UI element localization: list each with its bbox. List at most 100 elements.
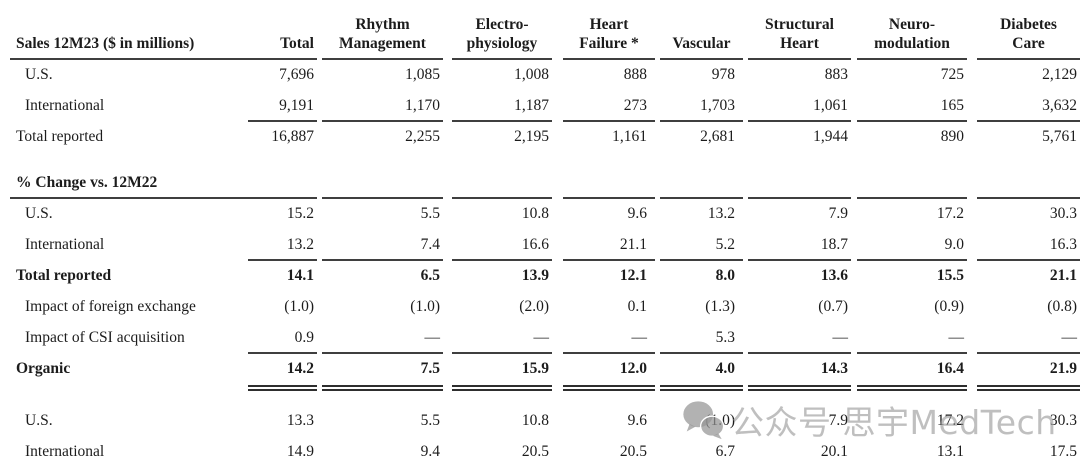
table-cell: 5.5 xyxy=(420,205,440,222)
table-cell: 7.9 xyxy=(828,205,848,222)
row-label: Impact of CSI acquisition xyxy=(25,329,185,346)
table-cell: 7.4 xyxy=(322,230,443,261)
table-cell: 30.3 xyxy=(1049,412,1077,429)
table-cell: 30.3 xyxy=(1049,205,1077,222)
table-cell: 7,696 xyxy=(279,66,314,83)
table-body: U.S. 7,696 1,085 1,008 888 978 883 725 2,129 Inte… xyxy=(10,60,1080,468)
table-cell: (1.0) xyxy=(410,298,440,315)
table-cell: (0.7) xyxy=(818,298,848,315)
column-header-electrophysiology: Electro- physiology xyxy=(452,6,552,60)
table-header-row: Sales 12M23 ($ in millions) Total Rhythm… xyxy=(10,6,1080,60)
table-cell: 9.4 xyxy=(420,443,440,460)
table-row: International 13.2 7.4 16.6 21.1 5.2 18.7 9.0 16… xyxy=(10,230,1080,261)
table-cell: — xyxy=(857,323,967,354)
table-cell: 890 xyxy=(940,128,964,145)
row-label: Organic xyxy=(16,360,71,377)
table-cell xyxy=(563,168,655,199)
table-cell: 15.5 xyxy=(936,267,964,284)
table-cell: 9.6 xyxy=(627,412,647,429)
table-cell: 12.0 xyxy=(563,354,655,391)
table-cell: 4.0 xyxy=(660,354,743,391)
table-cell: — xyxy=(977,323,1080,354)
table-cell: 10.8 xyxy=(521,412,549,429)
row-label: International xyxy=(25,97,105,114)
table-cell: 20.5 xyxy=(521,443,549,460)
row-spacer xyxy=(10,391,1080,406)
table-cell: 13.6 xyxy=(820,267,848,284)
column-header-structural-heart: Structural Heart xyxy=(748,6,851,60)
table-cell: 1,944 xyxy=(813,128,848,145)
column-header-neuromodulation: Neuro- modulation xyxy=(857,6,967,60)
table-cell: 17.2 xyxy=(936,412,964,429)
table-cell: 21.1 xyxy=(563,230,655,261)
table-cell: 7.9 xyxy=(828,412,848,429)
table-cell: 21.9 xyxy=(977,354,1080,391)
table-cell: 5.3 xyxy=(660,323,743,354)
row-label: International xyxy=(25,236,105,253)
table-cell: 978 xyxy=(711,66,735,83)
table-cell: — xyxy=(563,323,655,354)
table-row: International 14.9 9.4 20.5 20.5 6.7 20.1 13.1 1… xyxy=(10,437,1080,468)
table-cell: 888 xyxy=(623,66,647,83)
table-cell: 165 xyxy=(857,91,967,122)
table-row: U.S. 15.2 5.5 10.8 9.6 13.2 7.9 17.2 30.3 xyxy=(10,199,1080,230)
table-cell: 15.2 xyxy=(286,205,314,222)
table-cell: 5,761 xyxy=(1042,128,1077,145)
table-cell xyxy=(748,168,851,199)
table-cell: 16.6 xyxy=(452,230,552,261)
table-cell xyxy=(857,168,967,199)
column-header-heart-failure: Heart Failure * xyxy=(563,6,655,60)
table-cell: 13.3 xyxy=(286,412,314,429)
table-cell: 17.5 xyxy=(1049,443,1077,460)
table-cell: 2,129 xyxy=(1042,66,1077,83)
table-cell: 10.8 xyxy=(521,205,549,222)
table-cell: (0.9) xyxy=(934,298,964,315)
table-cell: 2,681 xyxy=(700,128,735,145)
table-cell xyxy=(977,168,1080,199)
table-cell: 14.3 xyxy=(748,354,851,391)
table-cell: 8.0 xyxy=(715,267,735,284)
row-label: International xyxy=(25,443,105,460)
row-label: Total reported xyxy=(16,267,112,284)
table-cell: 1,061 xyxy=(748,91,851,122)
table-cell: 725 xyxy=(940,66,964,83)
table-cell: (0.8) xyxy=(1047,298,1077,315)
table-cell: 13.2 xyxy=(707,205,735,222)
table-row: U.S. 7,696 1,085 1,008 888 978 883 725 2,129 xyxy=(10,60,1080,91)
table-cell: 14.2 xyxy=(248,354,317,391)
table-cell: 1,085 xyxy=(405,66,440,83)
table-cell: 883 xyxy=(824,66,848,83)
table-row: % Change vs. 12M22 xyxy=(10,168,1080,199)
table-cell: 0.9 xyxy=(248,323,317,354)
table-cell: 9.0 xyxy=(857,230,967,261)
table-cell: 13.2 xyxy=(248,230,317,261)
table-cell: 12.1 xyxy=(619,267,647,284)
column-header-total: Total xyxy=(248,6,317,60)
table-cell: 1,170 xyxy=(322,91,443,122)
table-cell: 21.1 xyxy=(1049,267,1077,284)
table-cell: 17.2 xyxy=(936,205,964,222)
table-cell: — xyxy=(748,323,851,354)
table-cell: 1,008 xyxy=(514,66,549,83)
table-cell: 13.1 xyxy=(936,443,964,460)
table-cell: 0.1 xyxy=(627,298,647,315)
table-cell: (1.0) xyxy=(284,298,314,315)
column-header-rhythm-management: Rhythm Management xyxy=(322,6,443,60)
row-label: U.S. xyxy=(25,205,53,222)
row-label: U.S. xyxy=(25,66,53,83)
table-cell: 15.9 xyxy=(452,354,552,391)
table-cell: 1,703 xyxy=(660,91,743,122)
table-cell: 1,161 xyxy=(612,128,647,145)
row-label: Total reported xyxy=(16,128,104,145)
table-cell: (2.0) xyxy=(519,298,549,315)
column-header-diabetes-care: Diabetes Care xyxy=(977,6,1080,60)
table-cell: 273 xyxy=(563,91,655,122)
table-cell: 16.4 xyxy=(857,354,967,391)
table-cell: 18.7 xyxy=(748,230,851,261)
table-cell: (1.0) xyxy=(705,412,735,429)
table-cell: 13.9 xyxy=(521,267,549,284)
table-cell: — xyxy=(322,323,443,354)
table-row: International 9,191 1,170 1,187 273 1,703 1,06… xyxy=(10,91,1080,122)
row-label: U.S. xyxy=(25,412,53,429)
table-cell: 2,195 xyxy=(514,128,549,145)
